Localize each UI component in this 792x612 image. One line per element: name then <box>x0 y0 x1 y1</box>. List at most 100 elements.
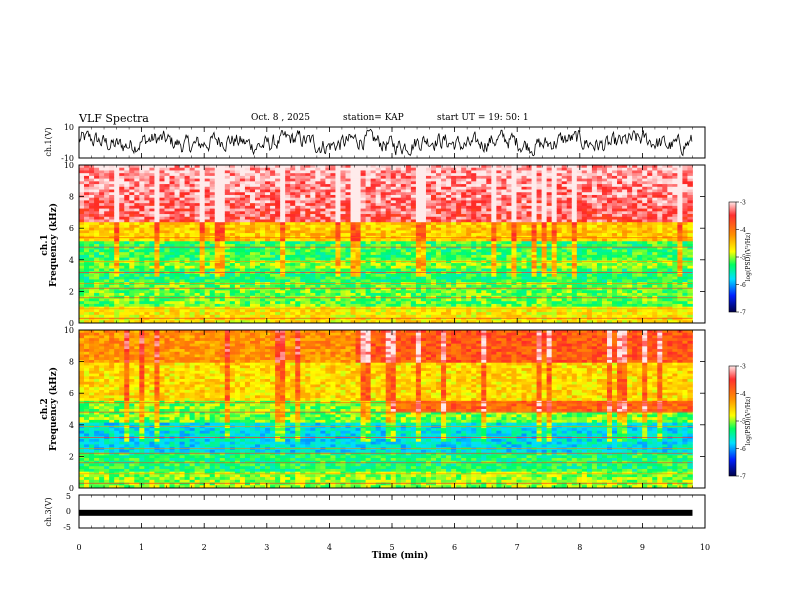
spectrogram-cell <box>325 167 331 171</box>
spectrogram-cell <box>244 184 251 188</box>
spectrogram-cell <box>209 284 216 288</box>
spectrogram-cell <box>471 268 477 272</box>
spectrogram-cell <box>400 284 407 288</box>
spectrogram-cell <box>466 200 472 204</box>
spectrogram-cell <box>310 181 316 185</box>
spectrogram-cell <box>209 303 216 308</box>
spectrogram-cell <box>79 279 85 283</box>
spectrogram-cell <box>174 216 180 220</box>
spectrogram-cell <box>149 244 155 248</box>
spectrogram-cell <box>119 222 125 226</box>
spectrogram-cell <box>481 246 487 250</box>
spectrogram-cell <box>461 268 467 272</box>
spectrogram-cell <box>119 178 125 182</box>
spectrogram-cell <box>320 290 326 294</box>
spectrogram-cell <box>219 216 226 220</box>
spectrogram-cell <box>229 268 236 272</box>
spectrogram-cell <box>390 254 397 259</box>
spectrogram-cell <box>209 320 216 324</box>
spectrogram-cell <box>441 197 447 201</box>
spectrogram-cell <box>375 249 382 253</box>
spectrogram-cell <box>425 238 432 242</box>
spectrogram-cell <box>139 214 145 218</box>
spectrogram-cell <box>229 192 236 196</box>
spectrogram-cell <box>124 167 130 171</box>
spectrogram-cell <box>320 233 326 237</box>
spectrogram-cell <box>265 170 271 174</box>
spectrogram-cell <box>189 189 196 193</box>
spectrogram-cell <box>104 249 110 253</box>
spectrogram-cell <box>94 298 100 302</box>
spectrogram-cell <box>420 189 427 193</box>
spectrogram-cell <box>365 287 372 291</box>
spectrogram-cell <box>84 219 90 223</box>
spectrogram-cell <box>461 241 467 245</box>
spectrogram-cell <box>99 211 105 215</box>
spectrogram-cell <box>229 224 236 229</box>
spectrogram-cell <box>199 224 206 229</box>
spectrogram-cell <box>506 257 512 261</box>
spectrogram-cell <box>149 227 155 231</box>
spectrogram-cell <box>285 273 291 278</box>
spectrogram-cell <box>169 249 175 253</box>
spectrogram-cell <box>451 178 457 182</box>
spectrogram-cell <box>355 317 361 321</box>
spectrogram-cell <box>179 306 185 310</box>
spectrogram-cell <box>375 303 382 308</box>
spectrogram-cell <box>360 186 367 190</box>
spectrogram-cell <box>104 241 110 245</box>
spectrogram-cell <box>355 314 361 318</box>
spectrogram-cell <box>405 167 412 171</box>
spectrogram-cell <box>425 233 432 237</box>
spectrogram-cell <box>290 222 296 226</box>
spectrogram-cell <box>89 249 95 253</box>
spectrogram-cell <box>219 173 226 177</box>
spectrogram-cell <box>204 249 211 253</box>
spectrogram-cell <box>300 265 306 269</box>
spectrogram-cell <box>370 167 377 171</box>
spectrogram-cell <box>340 178 346 182</box>
spectrogram-cell <box>79 227 85 231</box>
spectrogram-cell <box>375 279 382 283</box>
spectrogram-cell <box>420 306 427 310</box>
spectrogram-cell <box>270 186 276 190</box>
spectrogram-cell <box>305 284 311 288</box>
spectrogram-cell <box>486 175 492 180</box>
spectrogram-cell <box>229 312 236 316</box>
spectrogram-cell <box>260 230 266 234</box>
spectrogram-cell <box>290 279 296 283</box>
spectrogram-cell <box>139 293 145 297</box>
spectrogram-cell <box>506 320 512 324</box>
spectrogram-cell <box>179 184 185 188</box>
spectrogram-cell <box>410 173 417 177</box>
spectrogram-cell <box>325 192 331 196</box>
spectrogram-cell <box>451 249 457 253</box>
spectrogram-cell <box>229 276 236 280</box>
spectrogram-cell <box>189 170 196 174</box>
spectrogram-cell <box>360 194 367 199</box>
spectrogram-cell <box>340 165 346 169</box>
spectrogram-cell <box>305 260 311 264</box>
spectrogram-cell <box>239 208 246 212</box>
spectrogram-cell <box>320 197 326 201</box>
spectrogram-cell <box>370 214 377 218</box>
spectrogram-cell <box>405 298 412 302</box>
spectrogram-cell <box>99 320 105 324</box>
spectrogram-cell <box>104 170 110 174</box>
spectrogram-cell <box>420 284 427 288</box>
spectrogram-cell <box>249 273 256 278</box>
spectrogram-cell <box>456 227 462 231</box>
spectrogram-cell <box>471 208 477 212</box>
spectrogram-cell <box>481 222 487 226</box>
spectrogram-cell <box>255 260 261 264</box>
spectrogram-cell <box>425 197 432 201</box>
spectrogram-cell <box>315 252 321 256</box>
spectrogram-cell <box>209 260 216 264</box>
spectrogram-cell <box>415 312 422 316</box>
spectrogram-cell <box>501 314 507 318</box>
spectrogram-cell <box>491 214 497 218</box>
spectrogram-cell <box>244 320 251 324</box>
spectrogram-cell <box>134 238 140 242</box>
spectrogram-cell <box>204 293 211 297</box>
spectrogram-cell <box>179 312 185 316</box>
